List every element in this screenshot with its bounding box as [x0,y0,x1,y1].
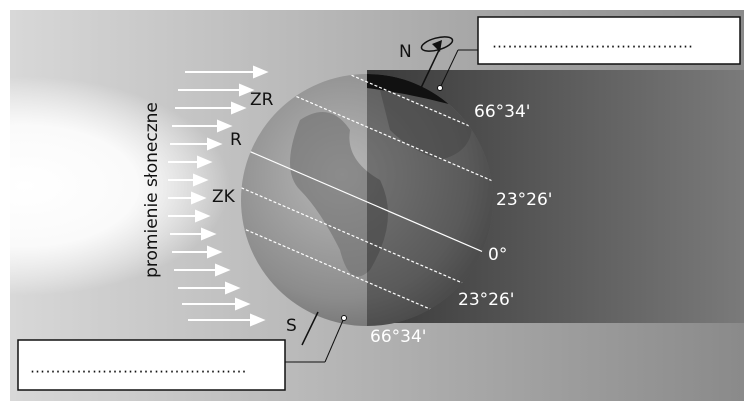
leader-dot [437,85,443,91]
arrow [175,101,247,115]
pole-label: N [399,42,412,62]
arrow [182,297,251,311]
axis-south [301,311,319,346]
leader-line [324,317,345,363]
arrow [172,119,233,133]
latitude-label: 23°26' [496,190,552,210]
zone-label: ZR [250,90,274,110]
arrow [188,313,266,327]
equator-line [241,129,493,286]
arrow [168,155,213,169]
leader-dot [341,315,347,321]
continent [380,87,472,160]
latitude-label: 0° [488,245,507,265]
latitude-label: 66°34' [474,102,530,122]
arrows [168,65,269,327]
arrow [170,227,217,241]
answer-box [477,16,741,65]
answer-placeholder: ………………………………… [492,34,694,52]
axis-north [419,47,441,91]
answer-box [17,339,286,391]
arrow [172,245,223,259]
arrow [168,209,211,223]
arrow [174,263,231,277]
parallel-line [241,209,493,326]
leader-line [439,49,459,89]
rotation-ellipse [420,36,454,52]
continent [290,112,388,277]
pole-label: S [286,316,297,336]
latitude-label: 66°34' [370,327,426,347]
latitude-label: 23°26' [458,290,514,310]
arrow [168,173,209,187]
sunlight-label: promienie słoneczne [142,102,162,278]
answer-placeholder: …………………………………… [30,359,247,377]
zone-label: R [230,130,242,150]
parallel-line [241,74,493,166]
zone-label: ZK [212,187,236,207]
arrow [178,281,241,295]
arrow [168,191,207,205]
arrow [170,137,223,151]
arrow [185,65,269,79]
arrow [178,83,255,97]
parallel-line [241,169,493,326]
